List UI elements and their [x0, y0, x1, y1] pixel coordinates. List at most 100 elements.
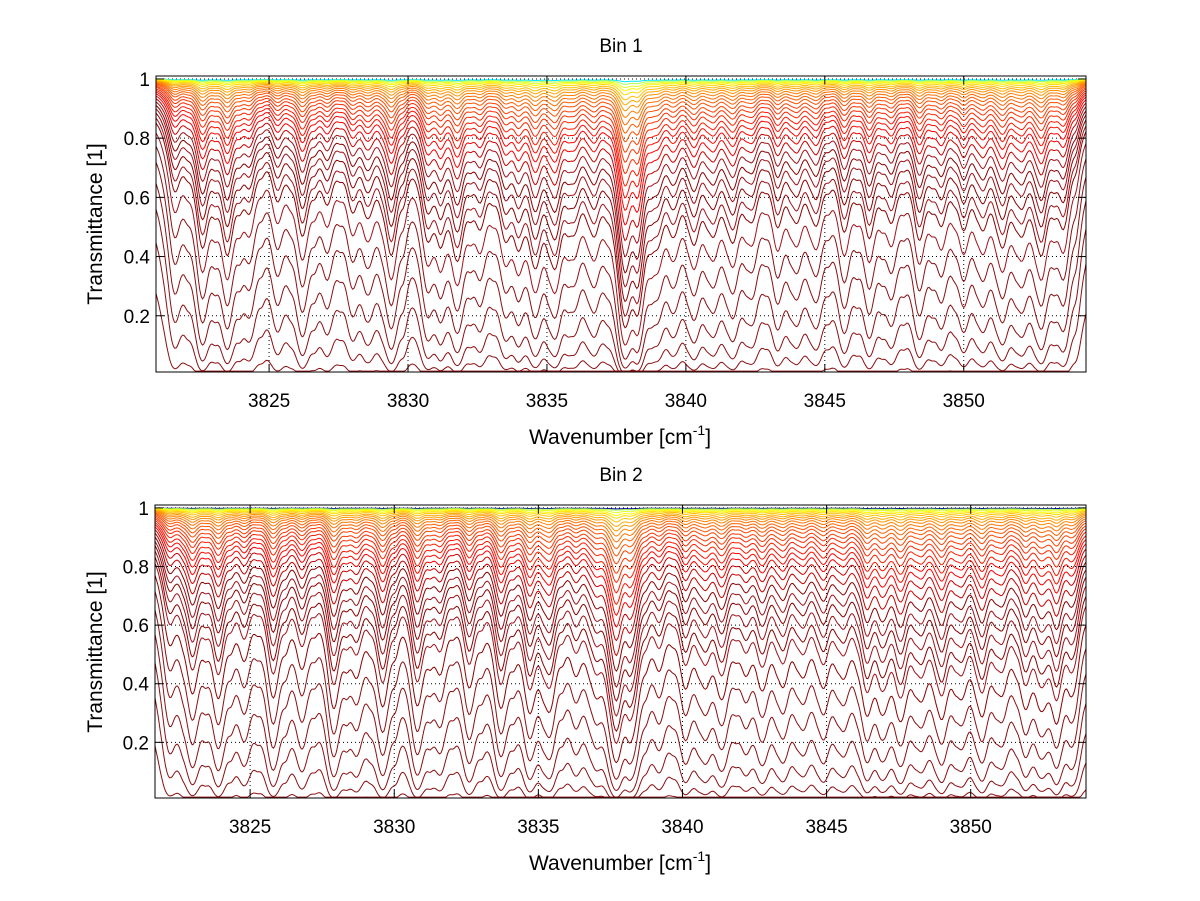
- spectrum-series-line: [154, 508, 1087, 519]
- spectrum-series-line: [154, 697, 1087, 798]
- x-tick-label: 3825: [229, 817, 271, 838]
- spectrum-series-line: [155, 91, 1087, 199]
- spectrum-series-line: [155, 80, 1087, 101]
- spectrum-series-line: [155, 88, 1087, 175]
- spectrum-series-line: [154, 508, 1087, 514]
- spectrum-series-line: [154, 522, 1087, 606]
- x-tick-labels: 3825 3830 3835 3840 3845 3850: [229, 817, 992, 838]
- spectrum-series-line: [154, 529, 1087, 642]
- x-tick-label: 3845: [804, 391, 846, 412]
- spectrum-series-line: [155, 83, 1087, 134]
- spectrum-series-line: [155, 84, 1087, 143]
- spectra-curves: [154, 507, 1087, 798]
- y-tick-label: 1: [139, 70, 150, 91]
- subplot-title: Bin 1: [599, 36, 642, 57]
- spectrum-series-line: [154, 541, 1087, 688]
- spectrum-series-line: [154, 507, 1087, 511]
- x-tick-label: 3830: [387, 391, 429, 412]
- spectrum-series-line: [155, 93, 1087, 212]
- spectrum-series-line: [155, 86, 1087, 163]
- spectrum-series-line: [154, 745, 1087, 798]
- spectrum-series-line: [155, 117, 1087, 317]
- spectrum-series-line: [155, 108, 1087, 288]
- x-axis-label: Wavenumber [cm-1]: [529, 848, 711, 875]
- x-tick-label: 3830: [373, 817, 415, 838]
- y-tick-label: 1: [138, 499, 149, 520]
- spectrum-series-line: [154, 545, 1087, 702]
- axis-ticks: [156, 76, 1086, 372]
- subplot-bin-1: Bin 1 3825 3830 3835 3840 3845 3850 0.2 …: [84, 36, 1087, 449]
- spectrum-series-line: [154, 556, 1087, 732]
- spectrum-series-line: [154, 512, 1087, 543]
- spectrum-series-line: [155, 105, 1087, 274]
- spectrum-series-line: [155, 146, 1087, 360]
- spectrum-series-line: [155, 79, 1086, 89]
- spectrum-series-line: [154, 509, 1087, 523]
- y-tick-label: 0.6: [124, 188, 150, 209]
- spectrum-series-line: [154, 575, 1087, 764]
- spectrum-series-line: [155, 89, 1087, 187]
- spectrum-series-line: [155, 98, 1087, 242]
- spectrum-series-line: [154, 513, 1087, 550]
- y-tick-label: 0.6: [123, 616, 149, 637]
- x-tick-label: 3825: [248, 391, 290, 412]
- spectrum-series-line: [154, 526, 1087, 628]
- spectrum-series-line: [155, 78, 1087, 85]
- y-tick-label: 0.8: [124, 129, 150, 150]
- spectrum-series-line: [154, 524, 1087, 616]
- y-axis-label: Transmittance [1]: [84, 571, 107, 732]
- plot-area-frame: [155, 75, 1087, 373]
- spectrum-series-line: [155, 112, 1087, 303]
- y-tick-label: 0.4: [123, 675, 150, 696]
- spectrum-series-line: [155, 80, 1087, 106]
- y-tick-label: 0.4: [124, 248, 151, 269]
- spectrum-series-line: [155, 82, 1087, 119]
- spectrum-series-line: [154, 515, 1087, 565]
- spectrum-series-line: [154, 634, 1087, 798]
- spectrum-series-line: [155, 122, 1087, 329]
- spectrum-series-line: [155, 101, 1087, 258]
- x-tick-label: 3840: [665, 391, 707, 412]
- y-tick-label: 0.2: [123, 733, 149, 754]
- x-tick-label: 3850: [950, 817, 992, 838]
- subplot-bin-2: Bin 2 3825 3830 3835 3840 3845 3850 0.2 …: [84, 465, 1087, 875]
- spectrum-series-line: [155, 79, 1087, 96]
- spectrum-series-line: [154, 518, 1087, 584]
- x-tick-labels: 3825 3830 3835 3840 3845 3850: [248, 391, 985, 412]
- spectrum-series-line: [154, 516, 1087, 574]
- spectrum-series-line: [155, 95, 1087, 226]
- axis-ticks: [155, 505, 1086, 798]
- spectrum-series-line: [154, 536, 1087, 672]
- spectrum-series-line: [154, 509, 1087, 527]
- spectrum-series-line: [154, 508, 1087, 517]
- spectrum-series-line: [155, 132, 1087, 346]
- y-tick-labels: 0.2 0.4 0.6 0.8 1: [123, 499, 150, 754]
- spectrum-series-line: [155, 79, 1087, 92]
- spectrum-series-line: [155, 183, 1087, 372]
- x-tick-label: 3835: [517, 817, 559, 838]
- spectrum-series-line: [154, 520, 1087, 594]
- x-tick-label: 3845: [805, 817, 847, 838]
- spectrum-series-line: [156, 78, 1086, 83]
- y-axis-label: Transmittance [1]: [84, 143, 107, 304]
- spectrum-series-line: [154, 609, 1087, 792]
- subplot-title: Bin 2: [599, 465, 642, 486]
- grid: [155, 505, 1086, 798]
- spectrum-series-line: [155, 82, 1087, 126]
- spectrum-series-line: [154, 511, 1087, 537]
- x-tick-label: 3840: [661, 817, 703, 838]
- y-tick-labels: 0.2 0.4 0.6 0.8 1: [124, 70, 151, 328]
- spectrum-series-line: [154, 532, 1087, 657]
- spectrum-series-line: [155, 293, 1087, 372]
- plot-area-frame: [154, 504, 1087, 799]
- y-tick-label: 0.2: [124, 307, 150, 328]
- spectrum-series-line: [155, 81, 1087, 112]
- spectrum-series-line: [154, 590, 1087, 780]
- spectrum-series-line: [154, 562, 1087, 745]
- x-tick-label: 3850: [943, 391, 985, 412]
- spectrum-series-line: [154, 550, 1087, 717]
- spectrum-series-line: [155, 85, 1087, 153]
- spectrum-series-line: [154, 510, 1087, 532]
- x-tick-label: 3835: [526, 391, 568, 412]
